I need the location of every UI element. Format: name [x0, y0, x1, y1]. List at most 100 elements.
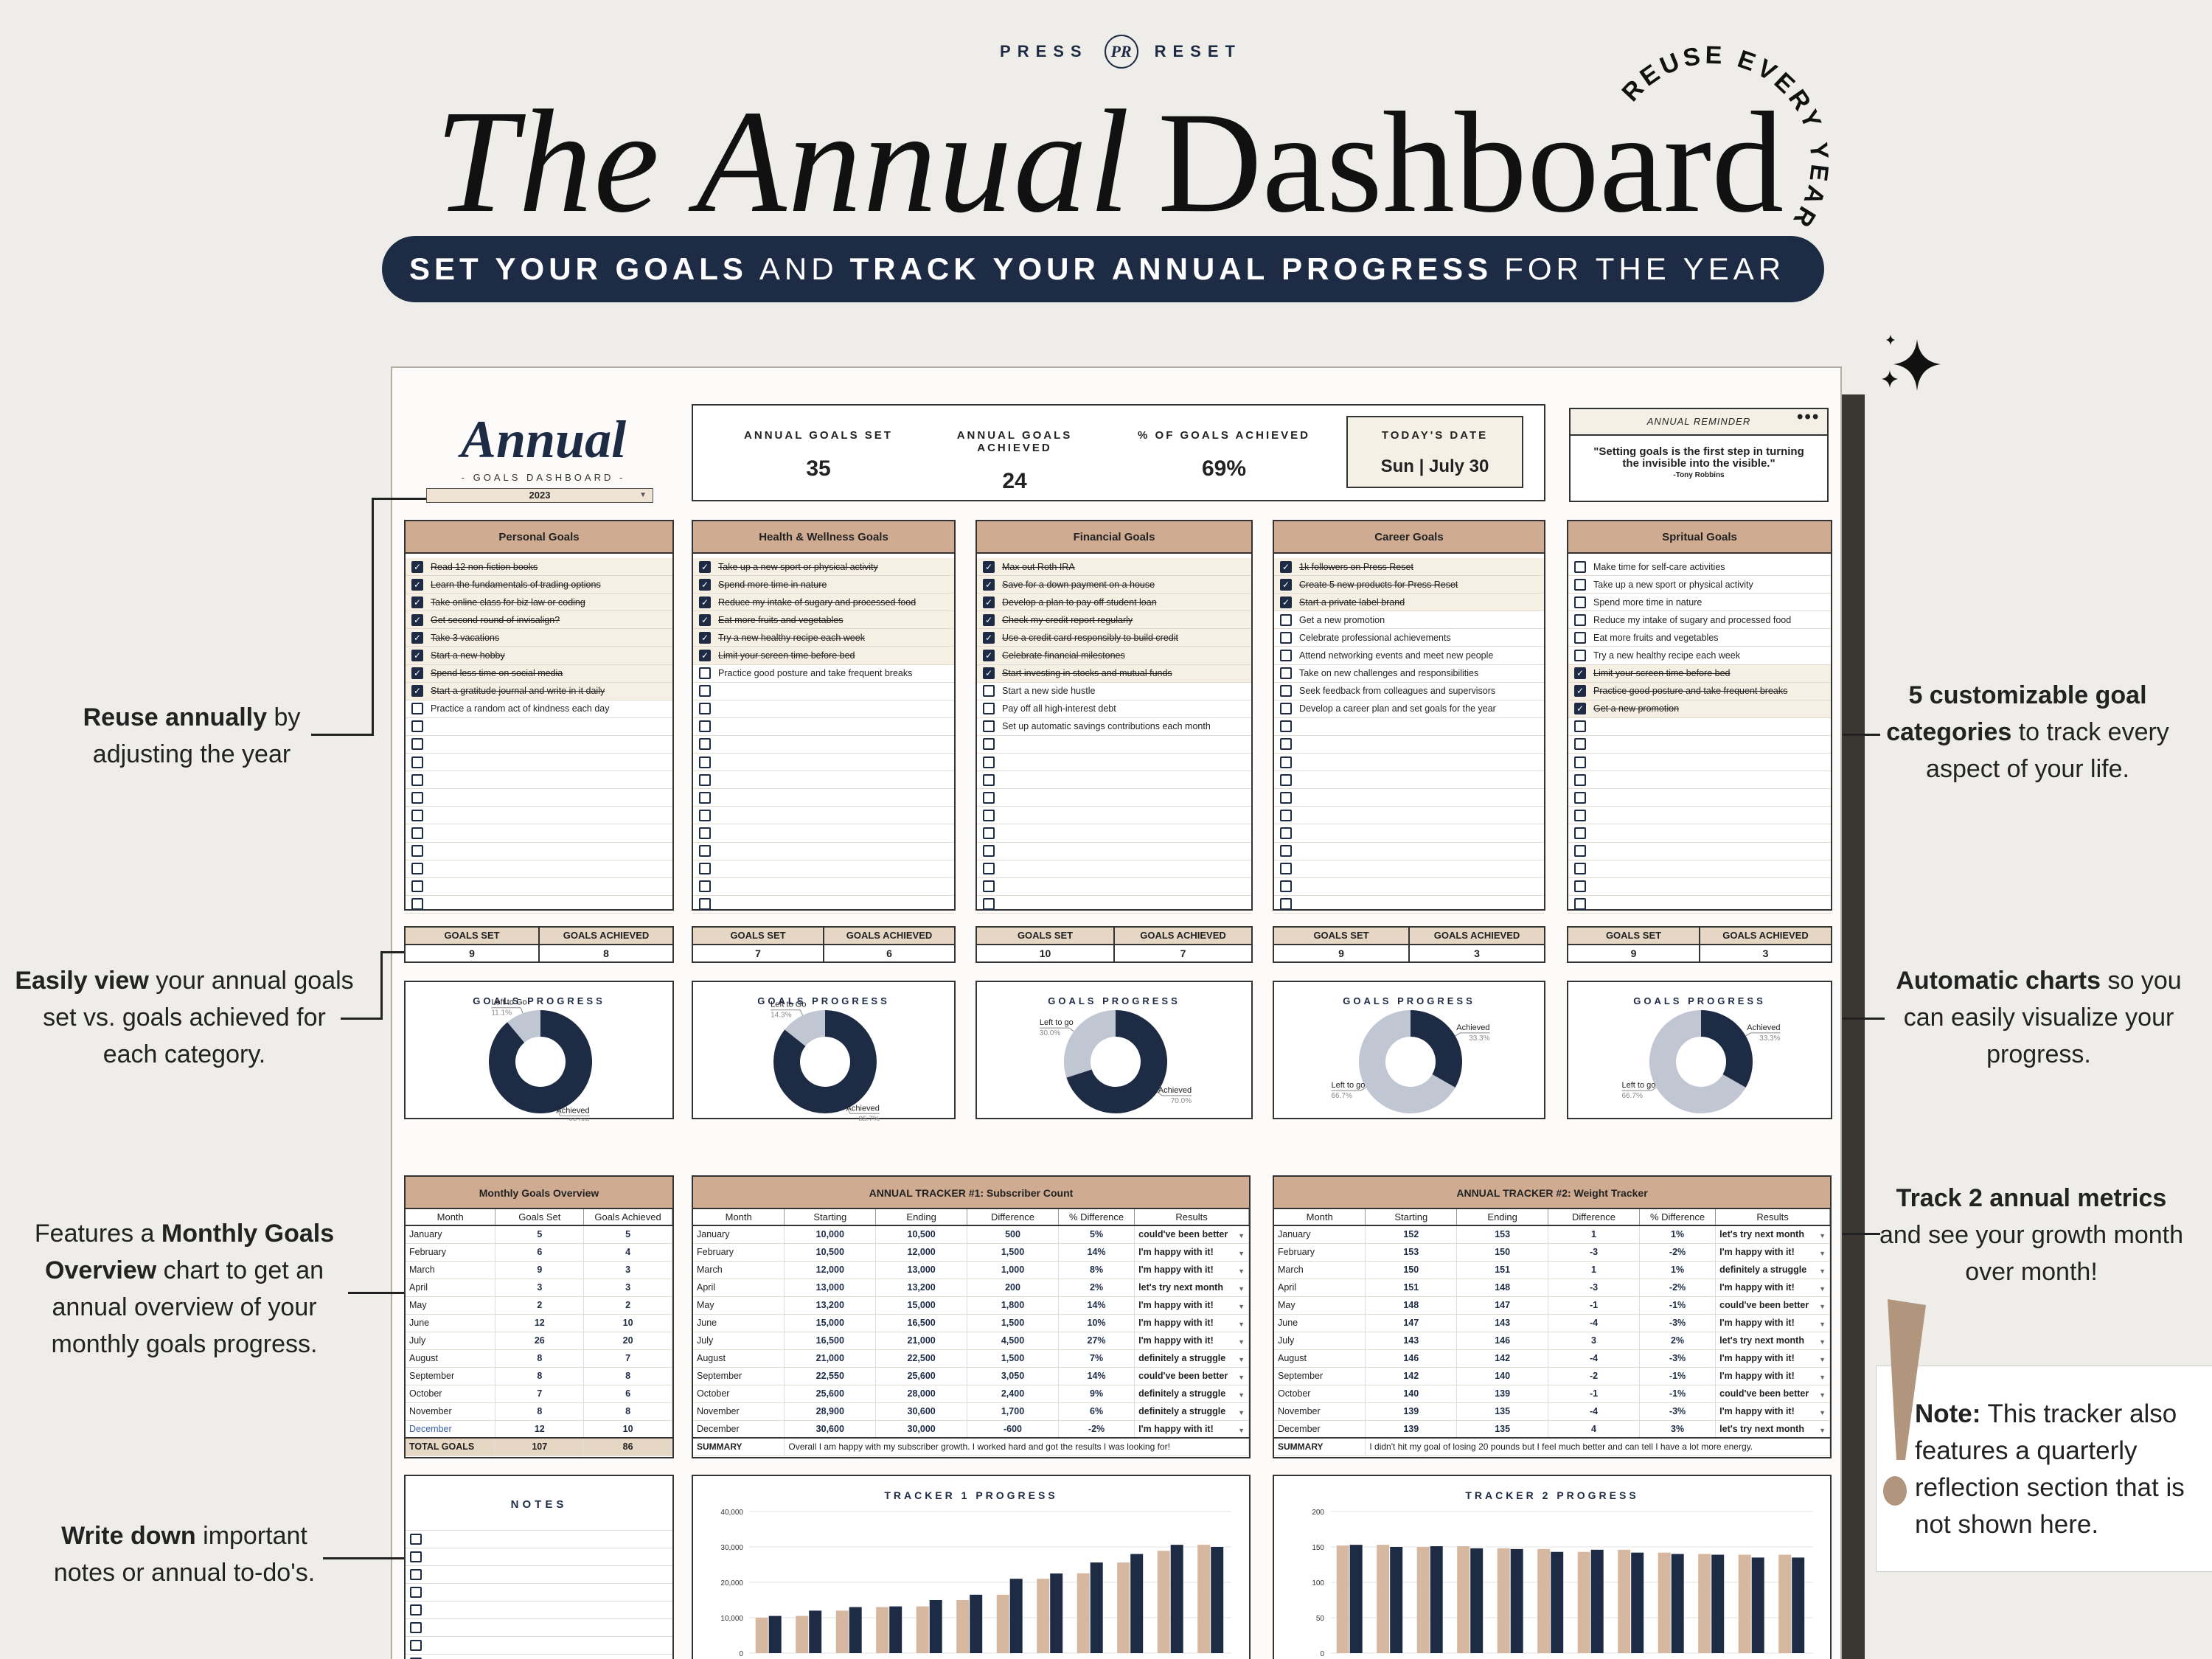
goal-checkbox[interactable]: ✓: [411, 667, 423, 680]
result-select[interactable]: I'm happy with it!: [1138, 1423, 1214, 1434]
goal-checkbox[interactable]: [983, 756, 995, 768]
goal-checkbox[interactable]: [411, 880, 423, 893]
goal-checkbox[interactable]: [411, 863, 423, 875]
goal-text[interactable]: Take online class for biz law or coding: [431, 597, 585, 608]
more-dots-icon[interactable]: •••: [1796, 407, 1820, 427]
goal-text[interactable]: Try a new healthy recipe each week: [718, 632, 865, 643]
goal-checkbox[interactable]: [1280, 773, 1292, 786]
goal-checkbox[interactable]: ✓: [411, 560, 423, 573]
goal-checkbox[interactable]: ✓: [983, 578, 995, 591]
note-row[interactable]: [406, 1584, 672, 1601]
goal-checkbox[interactable]: [1574, 560, 1586, 573]
result-select[interactable]: let's try next month: [1719, 1335, 1804, 1346]
goal-checkbox[interactable]: ✓: [411, 631, 423, 644]
result-select[interactable]: could've been better: [1138, 1371, 1228, 1381]
goal-checkbox[interactable]: [983, 863, 995, 875]
note-row[interactable]: [406, 1548, 672, 1566]
goal-checkbox[interactable]: [983, 738, 995, 751]
goal-checkbox[interactable]: [1574, 791, 1586, 804]
result-select[interactable]: I'm happy with it!: [1138, 1247, 1214, 1257]
goal-text[interactable]: Try a new healthy recipe each week: [1593, 650, 1740, 661]
goal-checkbox[interactable]: ✓: [699, 631, 711, 644]
goal-checkbox[interactable]: [699, 791, 711, 804]
goal-checkbox[interactable]: [1280, 756, 1292, 768]
goal-checkbox[interactable]: [1574, 650, 1586, 662]
result-select[interactable]: could've been better: [1138, 1229, 1228, 1240]
goal-checkbox[interactable]: [699, 703, 711, 715]
goal-checkbox[interactable]: [1280, 845, 1292, 858]
goal-checkbox[interactable]: ✓: [1280, 596, 1292, 608]
goal-checkbox[interactable]: [1280, 613, 1292, 626]
goal-checkbox[interactable]: [411, 738, 423, 751]
goal-checkbox[interactable]: [1280, 685, 1292, 698]
goal-checkbox[interactable]: [1574, 898, 1586, 911]
result-select[interactable]: definitely a struggle: [1138, 1406, 1226, 1416]
goal-text[interactable]: Develop a plan to pay off student loan: [1002, 597, 1157, 608]
result-select[interactable]: I'm happy with it!: [1138, 1335, 1214, 1346]
goal-checkbox[interactable]: [699, 845, 711, 858]
goal-checkbox[interactable]: ✓: [1280, 560, 1292, 573]
note-row[interactable]: [406, 1531, 672, 1548]
goal-checkbox[interactable]: [983, 845, 995, 858]
goal-checkbox[interactable]: [699, 809, 711, 821]
goal-checkbox[interactable]: [983, 703, 995, 715]
year-select[interactable]: 2023 ▼: [426, 488, 653, 503]
goal-checkbox[interactable]: [1280, 720, 1292, 733]
goal-checkbox[interactable]: [1574, 578, 1586, 591]
note-checkbox[interactable]: [410, 1569, 422, 1580]
goal-checkbox[interactable]: [699, 667, 711, 680]
result-select[interactable]: I'm happy with it!: [1138, 1300, 1214, 1310]
goal-text[interactable]: Make time for self-care activities: [1593, 561, 1725, 572]
goal-text[interactable]: Spend more time in nature: [1593, 597, 1703, 608]
goal-checkbox[interactable]: [1574, 773, 1586, 786]
goal-text[interactable]: Take 3 vacations: [431, 632, 500, 643]
result-select[interactable]: I'm happy with it!: [1719, 1282, 1795, 1293]
goal-checkbox[interactable]: [983, 827, 995, 839]
note-row[interactable]: [406, 1619, 672, 1637]
goal-text[interactable]: Practice good posture and take frequent …: [718, 668, 913, 679]
goal-checkbox[interactable]: [1280, 791, 1292, 804]
goal-checkbox[interactable]: [411, 845, 423, 858]
goal-text[interactable]: Develop a career plan and set goals for …: [1299, 703, 1496, 714]
goal-checkbox[interactable]: [983, 773, 995, 786]
result-select[interactable]: I'm happy with it!: [1719, 1353, 1795, 1363]
goal-checkbox[interactable]: ✓: [411, 685, 423, 698]
goal-checkbox[interactable]: [411, 898, 423, 911]
goal-checkbox[interactable]: ✓: [411, 650, 423, 662]
goal-checkbox[interactable]: [1280, 738, 1292, 751]
goal-text[interactable]: Spend more time in nature: [718, 579, 827, 590]
goal-checkbox[interactable]: [1574, 720, 1586, 733]
goal-text[interactable]: Start investing in stocks and mutual fun…: [1002, 668, 1172, 679]
goal-checkbox[interactable]: ✓: [699, 613, 711, 626]
note-row[interactable]: [406, 1566, 672, 1584]
goal-checkbox[interactable]: [411, 756, 423, 768]
goal-text[interactable]: Eat more fruits and vegetables: [718, 614, 844, 625]
goal-text[interactable]: Attend networking events and meet new pe…: [1299, 650, 1494, 661]
note-checkbox[interactable]: [410, 1604, 422, 1615]
goal-checkbox[interactable]: ✓: [411, 613, 423, 626]
result-select[interactable]: I'm happy with it!: [1719, 1318, 1795, 1328]
goal-checkbox[interactable]: [1280, 863, 1292, 875]
goal-checkbox[interactable]: ✓: [983, 613, 995, 626]
note-checkbox[interactable]: [410, 1640, 422, 1651]
goal-text[interactable]: Start a new hobby: [431, 650, 505, 661]
goal-checkbox[interactable]: ✓: [983, 650, 995, 662]
note-checkbox[interactable]: [410, 1551, 422, 1562]
goal-checkbox[interactable]: ✓: [699, 560, 711, 573]
goal-checkbox[interactable]: [699, 880, 711, 893]
goal-checkbox[interactable]: ✓: [983, 560, 995, 573]
goal-text[interactable]: Reduce my intake of sugary and processed…: [1593, 614, 1792, 625]
goal-text[interactable]: Get a new promotion: [1299, 614, 1385, 625]
goal-text[interactable]: Create 5 new products for Press Reset: [1299, 579, 1458, 590]
goal-checkbox[interactable]: [411, 720, 423, 733]
result-select[interactable]: definitely a struggle: [1719, 1265, 1807, 1275]
goal-checkbox[interactable]: [983, 898, 995, 911]
result-select[interactable]: I'm happy with it!: [1138, 1318, 1214, 1328]
note-checkbox[interactable]: [410, 1622, 422, 1633]
goal-checkbox[interactable]: [983, 809, 995, 821]
goal-checkbox[interactable]: [1280, 703, 1292, 715]
goal-checkbox[interactable]: [1574, 756, 1586, 768]
note-row[interactable]: [406, 1601, 672, 1619]
goal-checkbox[interactable]: ✓: [411, 578, 423, 591]
goal-text[interactable]: Get a new promotion: [1593, 703, 1680, 714]
